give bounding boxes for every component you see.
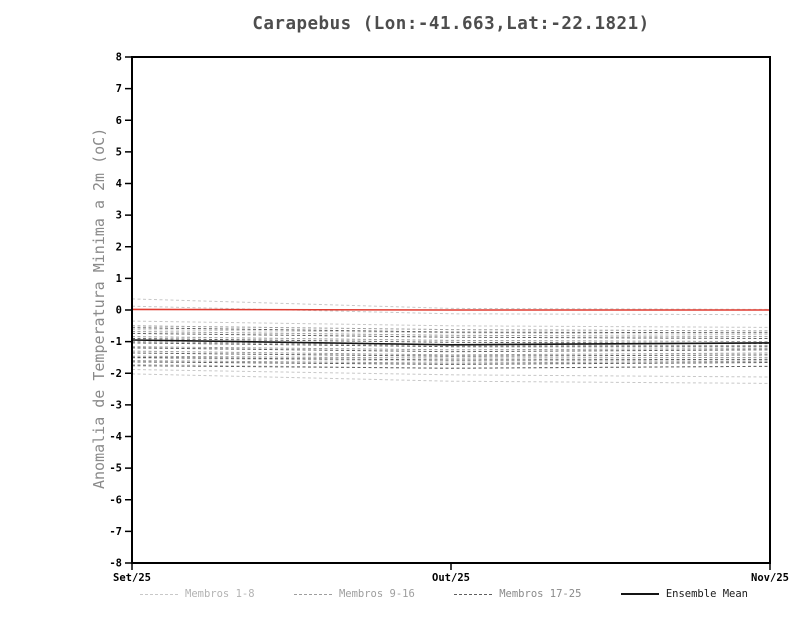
y-tick-label: -3 [109,399,122,411]
legend-item-ensemble-mean: Ensemble Mean [620,588,748,600]
solid-line-sample-icon [620,593,659,595]
series-line-membros-17-25 [131,347,771,353]
x-tick-label: Set/25 [113,572,151,584]
series-line-membros-1-8 [131,320,771,328]
legend-label: Ensemble Mean [665,588,748,600]
series-line-membros-17-25 [131,365,771,369]
series-line-membros-1-8 [131,329,771,336]
y-tick-label: -5 [109,463,122,475]
legend-item-membros-9-16: Membros 9-16 [293,588,415,600]
series-line-zero-reference-line [131,308,770,311]
series-line-ensemble-mean [131,339,771,346]
y-tick-label: 1 [116,273,122,285]
series-line-membros-9-16 [131,360,771,364]
series-line-membros-9-16 [131,355,771,359]
y-tick-label: -7 [109,526,122,538]
series-line-membros-1-8 [131,298,771,310]
series-line-membros-17-25 [131,338,771,344]
series-line-membros-9-16 [131,346,771,351]
series-line-membros-9-16 [131,350,771,356]
y-tick-label: 2 [116,241,122,253]
series-line-membros-17-25 [131,332,771,339]
dashed-line-sample-icon [454,593,493,595]
y-tick-label: 6 [116,115,122,127]
legend-label: Membros 17-25 [499,588,582,600]
legend-label: Membros 9-16 [338,588,415,600]
y-tick-label: -6 [109,494,122,506]
series-line-membros-9-16 [131,325,771,332]
legend-label: Membros 1-8 [185,588,255,600]
y-tick-label: 8 [116,52,122,64]
series-line-membros-17-25 [131,356,771,361]
dashed-line-sample-icon [293,593,332,595]
dashed-line-sample-icon [140,593,178,595]
series-line-membros-9-16 [131,331,771,338]
series-line-membros-17-25 [131,361,771,365]
y-tick-label: -4 [109,431,122,443]
series-line-membros-1-8 [131,373,771,384]
legend-item-membros-1-8: Membros 1-8 [140,588,255,600]
chart-legend: Membros 1-8 Membros 9-16 Membros 17-25 E… [140,588,748,600]
series-line-membros-1-8 [131,305,771,316]
series-line-membros-1-8 [131,357,771,362]
y-tick-label: -2 [109,368,122,380]
series-line-membros-17-25 [131,327,771,334]
y-tick-label: 7 [116,83,122,95]
series-line-membros-9-16 [131,336,771,343]
series-line-membros-17-25 [131,342,770,348]
y-tick-label: -1 [109,336,122,348]
y-tick-label: -8 [109,558,122,570]
y-tick-label: 3 [116,210,122,222]
legend-item-membros-17-25: Membros 17-25 [454,588,581,600]
series-line-membros-1-8 [131,369,771,378]
chart-title: Carapebus (Lon:-41.663,Lat:-22.1821) [252,14,650,34]
y-tick-label: 0 [116,305,122,317]
y-tick-label: 5 [116,146,122,158]
x-tick-label: Nov/25 [751,572,789,584]
y-tick-label: 4 [116,178,122,190]
series-line-membros-17-25 [131,352,771,357]
x-tick-label: Out/25 [432,572,470,584]
